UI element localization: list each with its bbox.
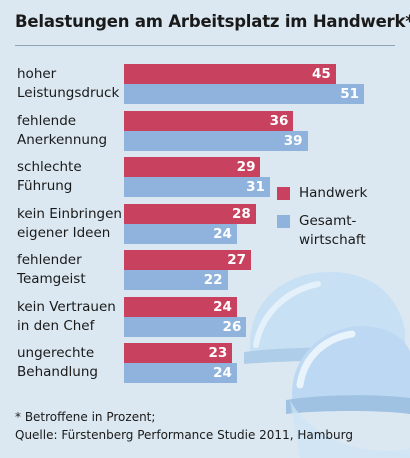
category-label: schlechte Führung (17, 159, 82, 194)
category-label: kein Einbringen eigener Ideen (17, 205, 122, 241)
bar-value-label: 24 (213, 298, 232, 315)
bar-gesamtwirtschaft: 51 (124, 84, 364, 104)
legend-item: Handwerk (277, 184, 367, 203)
bar-handwerk: 29 (124, 157, 261, 177)
bar-handwerk: 36 (124, 110, 294, 131)
legend-label: Gesamt- wirtschaft (299, 213, 366, 248)
bar-value-label: 23 (208, 345, 228, 361)
bar-gesamtwirtschaft: 22 (124, 270, 228, 290)
bar-value-label: 39 (283, 132, 303, 149)
bar-handwerk: 24 (124, 296, 237, 317)
chart-title: Belastungen am Arbeitsplatz im Handwerk* (15, 12, 410, 31)
bar-gesamtwirtschaft: 24 (124, 223, 237, 244)
legend-swatch (277, 187, 290, 200)
legend-item: Gesamt- wirtschaft (277, 212, 366, 250)
bar-value-label: 45 (311, 66, 331, 82)
bar-value-label: 36 (269, 112, 289, 129)
bar-gesamtwirtschaft: 39 (124, 130, 308, 151)
category-label: fehlender Teamgeist (17, 252, 86, 287)
category-label: kein Vertrauen in den Chef (17, 298, 116, 334)
bar-value-label: 26 (222, 318, 242, 335)
bar-handwerk: 45 (124, 64, 336, 84)
bar-handwerk: 23 (124, 343, 233, 363)
bar-handwerk: 28 (124, 203, 256, 224)
bar-gesamtwirtschaft: 24 (124, 363, 237, 383)
bar-value-label: 28 (231, 205, 251, 222)
bar-value-label: 31 (246, 179, 265, 195)
bar-value-label: 27 (227, 252, 247, 268)
bar-value-label: 22 (203, 272, 223, 288)
bar-gesamtwirtschaft: 31 (124, 177, 270, 197)
legend-swatch (277, 215, 290, 228)
title-divider (15, 45, 395, 46)
footnote: * Betroffene in Prozent; Quelle: Fürsten… (15, 410, 353, 442)
bar-value-label: 24 (213, 365, 232, 381)
bar-gesamtwirtschaft: 26 (124, 316, 247, 337)
category-label: fehlende Anerkennung (17, 112, 108, 148)
category-label: hoher Leistungsdruck (17, 66, 120, 101)
bar-value-label: 51 (340, 86, 359, 102)
bar-handwerk: 27 (124, 250, 252, 270)
bar-value-label: 29 (236, 159, 256, 175)
legend-label: Handwerk (299, 185, 368, 201)
bar-value-label: 24 (213, 225, 232, 242)
category-label: ungerechte Behandlung (17, 345, 98, 380)
